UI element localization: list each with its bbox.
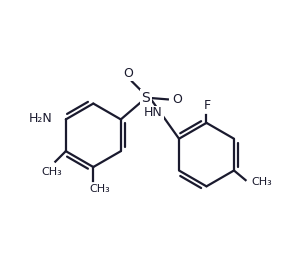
Text: HN: HN: [144, 106, 163, 119]
Text: O: O: [172, 93, 182, 106]
Text: CH₃: CH₃: [42, 167, 62, 177]
Text: CH₃: CH₃: [89, 184, 110, 194]
Text: H₂N: H₂N: [29, 112, 53, 124]
Text: F: F: [203, 99, 210, 112]
Text: S: S: [141, 91, 150, 105]
Text: CH₃: CH₃: [251, 177, 272, 187]
Text: O: O: [124, 67, 134, 80]
